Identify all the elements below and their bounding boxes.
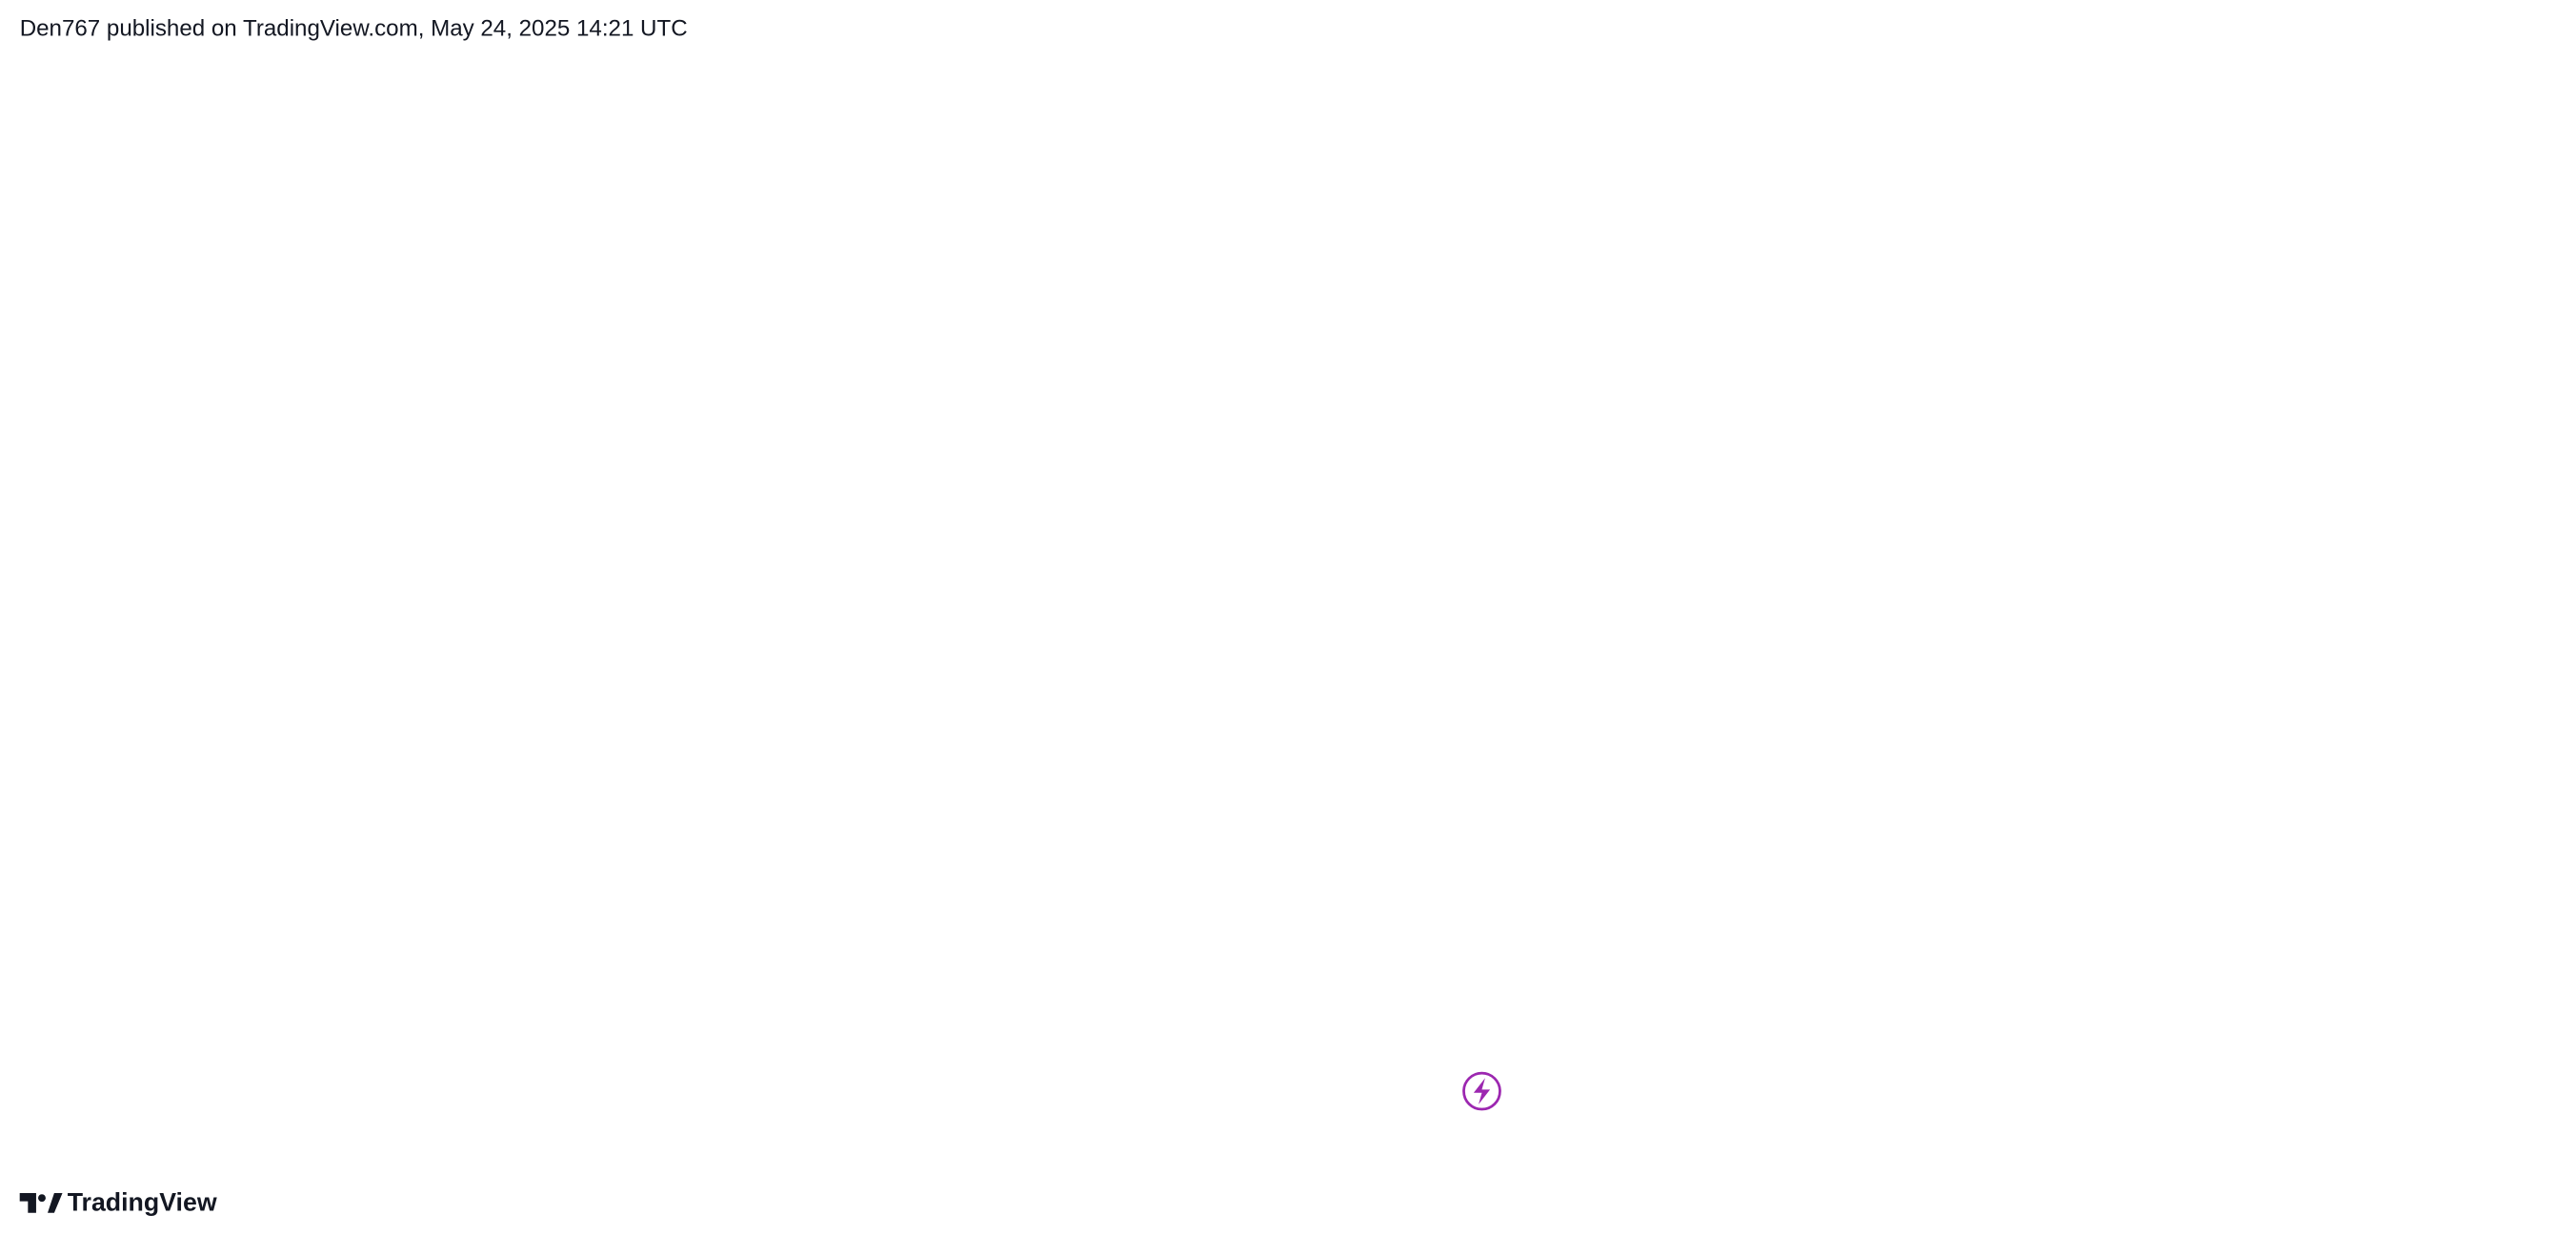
publisher: Den767 published on TradingView.com, May… — [20, 15, 688, 41]
footer-logo — [19, 1193, 63, 1213]
footer-brand: TradingView — [68, 1187, 217, 1216]
alert-icon[interactable] — [1462, 1071, 1501, 1111]
